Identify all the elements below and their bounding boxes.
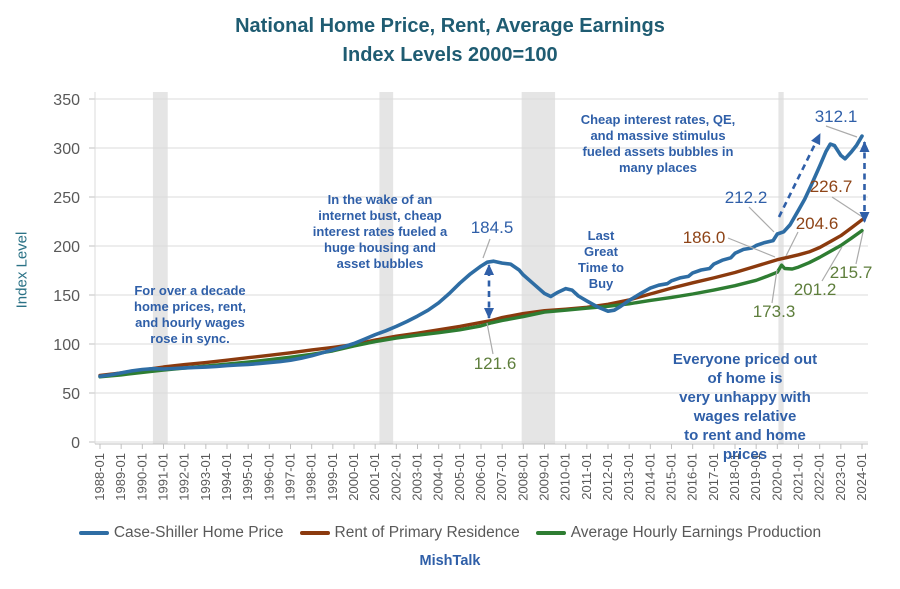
x-tick-label: 2019-01 xyxy=(748,453,763,501)
x-tick-label: 1996-01 xyxy=(261,453,276,501)
x-tick-label: 2009-01 xyxy=(537,453,552,501)
y-tick-label: 350 xyxy=(53,92,80,109)
arrowhead xyxy=(859,212,870,223)
x-tick-label: 2007-01 xyxy=(494,453,509,501)
legend-label: Average Hourly Earnings Production xyxy=(570,524,822,541)
y-tick-label: 250 xyxy=(53,190,80,207)
legend-swatch-rent xyxy=(299,531,330,535)
x-tick-label: 2011-01 xyxy=(579,453,594,500)
x-tick-label: 1993-01 xyxy=(198,453,213,501)
x-tick-label: 1992-01 xyxy=(177,453,192,501)
x-tick-label: 2004-01 xyxy=(431,453,446,501)
x-tick-label: 1989-01 xyxy=(113,453,128,501)
series-line-home xyxy=(98,134,864,379)
x-tick-label: 2003-01 xyxy=(410,453,425,501)
x-tick-label: 1994-01 xyxy=(219,453,234,501)
x-tick-label: 2005-01 xyxy=(452,453,467,501)
y-tick-label: 200 xyxy=(53,239,80,256)
x-tick-label: 2021-01 xyxy=(791,453,806,501)
x-tick-label: 2020-01 xyxy=(769,453,784,501)
leader-line xyxy=(727,237,776,258)
x-tick-label: 2017-01 xyxy=(706,453,721,501)
x-tick-label: 2022-01 xyxy=(812,453,827,501)
x-tick-label: 2001-01 xyxy=(367,453,382,501)
arrowhead xyxy=(484,264,494,275)
x-tick-label: 2008-01 xyxy=(515,453,530,501)
arrowhead xyxy=(859,141,870,152)
leader-line xyxy=(831,196,865,219)
x-tick-label: 1988-01 xyxy=(92,453,107,501)
leader-line xyxy=(855,231,864,265)
leader-line xyxy=(771,269,778,304)
series-line-rent xyxy=(98,218,864,378)
legend-item: Rent of Primary Residence xyxy=(299,524,520,542)
y-tick-label: 50 xyxy=(62,386,80,403)
x-tick-label: 2006-01 xyxy=(473,453,488,501)
chart-title-line1: National Home Price, Rent, Average Earni… xyxy=(235,15,665,37)
arrowhead xyxy=(811,133,821,146)
x-tick-label: 2013-01 xyxy=(621,453,636,501)
leader-line xyxy=(821,246,843,282)
x-tick-label: 1999-01 xyxy=(325,453,340,501)
x-tick-label: 2012-01 xyxy=(600,453,615,501)
chart-title: National Home Price, Rent, Average Earni… xyxy=(0,12,900,70)
x-tick-label: 2000-01 xyxy=(346,453,361,501)
recession-band xyxy=(152,92,168,444)
x-tick-label: 2014-01 xyxy=(642,453,657,501)
x-tick-label: 1995-01 xyxy=(240,453,255,501)
x-tick-label: 2024-01 xyxy=(854,453,869,501)
leader-line xyxy=(825,125,858,138)
legend-label: Rent of Primary Residence xyxy=(334,524,520,541)
chart-title-line2: Index Levels 2000=100 xyxy=(342,44,558,66)
leader-line xyxy=(785,231,799,257)
leader-line xyxy=(486,322,494,355)
legend-item: Case-Shiller Home Price xyxy=(78,524,284,542)
leader-line xyxy=(482,238,491,259)
x-tick-label: 2010-01 xyxy=(558,453,573,501)
y-tick-label: 300 xyxy=(53,141,80,158)
legend: Case-Shiller Home Price Rent of Primary R… xyxy=(0,524,900,542)
x-tick-label: 1998-01 xyxy=(304,453,319,501)
recession-band xyxy=(521,92,556,444)
y-tick-label: 0 xyxy=(71,435,80,452)
legend-label: Case-Shiller Home Price xyxy=(113,524,284,541)
x-tick-label: 1997-01 xyxy=(283,453,298,501)
x-tick-label: 2023-01 xyxy=(833,453,848,501)
x-tick-label: 2002-01 xyxy=(388,453,403,501)
recession-band xyxy=(379,92,394,444)
legend-swatch-wages xyxy=(535,531,566,535)
x-tick-label: 2018-01 xyxy=(727,453,742,501)
legend-item: Average Hourly Earnings Production xyxy=(535,524,822,542)
dashed-arrow xyxy=(777,133,822,218)
y-tick-label: 100 xyxy=(53,337,80,354)
leader-line xyxy=(748,206,775,233)
arrowhead xyxy=(484,308,494,319)
legend-swatch-home xyxy=(78,531,109,535)
x-tick-label: 1990-01 xyxy=(134,453,149,501)
x-tick-label: 2016-01 xyxy=(685,453,700,501)
series-line-wages xyxy=(98,228,864,379)
brand-mishtalk: MishTalk xyxy=(419,553,481,569)
y-tick-label: 150 xyxy=(53,288,80,305)
x-tick-label: 2015-01 xyxy=(664,453,679,501)
x-tick-label: 1991-01 xyxy=(156,453,171,501)
